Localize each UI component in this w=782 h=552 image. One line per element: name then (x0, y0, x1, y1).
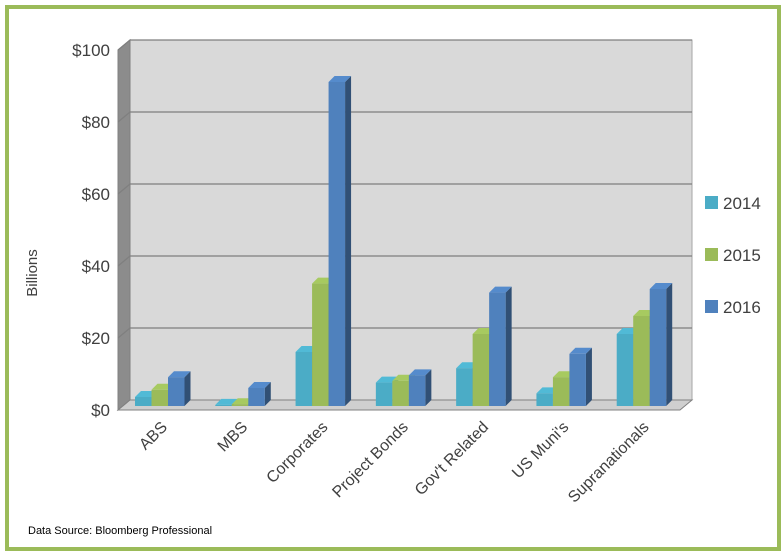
bar-front (489, 292, 506, 406)
bar-front (552, 377, 570, 406)
bar-side (585, 347, 592, 406)
legend-label: 2015 (723, 246, 761, 265)
bar (649, 283, 673, 406)
bar (328, 76, 352, 406)
bar-front (231, 404, 249, 406)
y-tick-label: $20 (82, 329, 110, 348)
bar-front (392, 380, 409, 406)
source-note: Data Source: Bloomberg Professional (28, 525, 212, 537)
bar-top (489, 286, 512, 293)
bar-side (184, 371, 191, 406)
bar-front (569, 353, 586, 406)
gridline (117, 183, 692, 195)
bar-side (345, 76, 352, 406)
y-tick-label: $40 (82, 257, 110, 276)
bar-top (168, 371, 191, 378)
bar-top (569, 347, 592, 354)
y-tick-label: $80 (82, 113, 110, 132)
bar-front (328, 82, 346, 406)
bar-top (408, 369, 432, 376)
bar-front (295, 352, 313, 406)
bar-front (312, 283, 329, 406)
legend: 2014 2015 2016 (705, 194, 761, 317)
bar-front (135, 397, 152, 406)
bar-top (649, 283, 673, 289)
bar-side (425, 369, 432, 406)
bar-side (264, 382, 271, 406)
y-axis-label: Billions (24, 249, 41, 297)
y-tick-label: $60 (82, 185, 110, 204)
legend-swatch (705, 248, 718, 261)
gridlines (117, 39, 692, 339)
bar-side (505, 286, 512, 406)
bar-front (215, 404, 232, 406)
legend-label: 2014 (723, 194, 761, 213)
x-category-label: Corporates (264, 419, 332, 487)
bar (168, 371, 191, 406)
x-category-label: Gov't Related (412, 419, 492, 499)
gridline (117, 111, 692, 123)
bar-front (151, 389, 168, 406)
legend-label: 2016 (723, 298, 761, 317)
bar-front (375, 382, 393, 406)
x-category-label: Project Bonds (329, 419, 411, 501)
back-wall (129, 39, 693, 401)
bars (135, 76, 673, 406)
side-wall (117, 38, 131, 412)
gridline (117, 255, 692, 267)
bar-front (248, 388, 265, 406)
bar (489, 286, 512, 406)
x-category-label: MBS (215, 419, 252, 456)
bar (569, 347, 592, 406)
bar-front (616, 334, 634, 406)
y-tick-label: $100 (72, 41, 110, 60)
chart-walls (116, 38, 694, 412)
bar-front (633, 316, 650, 406)
bar-top (328, 76, 352, 82)
bar-front (649, 289, 667, 406)
y-tick-label: $0 (91, 401, 110, 420)
gridline (117, 39, 692, 51)
legend-swatch (705, 300, 718, 313)
bar-front (536, 393, 553, 406)
x-category-label: Supranationals (565, 419, 653, 507)
x-category-label: US Muni's (509, 419, 572, 482)
x-category-label: ABS (136, 419, 171, 454)
bar-front (472, 334, 490, 406)
bar-front (456, 368, 473, 406)
bar-top (215, 398, 238, 405)
bar-front (168, 377, 185, 406)
bar-front (408, 375, 426, 406)
bar (248, 382, 271, 406)
legend-swatch (705, 196, 718, 209)
bar-top (248, 382, 271, 388)
bar-side (666, 283, 673, 406)
y-axis-ticks: $0 $20 $40 $60 $80 $100 (72, 41, 110, 420)
bar (408, 369, 432, 406)
